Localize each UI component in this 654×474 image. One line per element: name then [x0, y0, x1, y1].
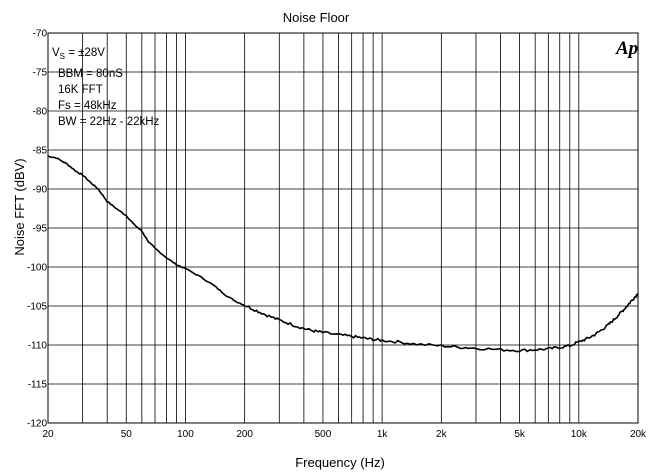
x-tick-label: 2k: [436, 429, 448, 440]
x-tick-label: 10k: [571, 429, 588, 440]
annotation-fs: Fs = 48kHz: [58, 100, 117, 112]
chart-title: Noise Floor: [283, 10, 350, 25]
series-layer: [47, 155, 639, 353]
y-tick-label: -110: [28, 341, 48, 352]
ap-logo: Ap: [615, 38, 638, 59]
x-tick-label: 5k: [514, 429, 526, 440]
y-axis-label: Noise FFT (dBV): [12, 158, 27, 255]
y-tick-labels: -70 -75 -80 -85 -90 -95 -100 -105 -110 -115 -120: [27, 29, 47, 430]
annotation-vs: VS = ±28V: [52, 47, 105, 61]
x-tick-label: 1k: [377, 429, 389, 440]
grid: [48, 33, 638, 423]
x-tick-label: 500: [315, 429, 332, 440]
x-tick-label: 20: [42, 429, 54, 440]
x-axis-label: Frequency (Hz): [295, 455, 385, 470]
y-tick-label: -115: [28, 380, 48, 391]
annotation-box: VS = ±28V BBM = 80nS 16K FFT Fs = 48kHz …: [52, 47, 160, 128]
annotation-bbm: BBM = 80nS: [58, 68, 123, 80]
y-tick-label: -90: [33, 185, 48, 196]
y-tick-label: -95: [33, 224, 48, 235]
x-tick-label: 100: [177, 429, 194, 440]
y-tick-label: -105: [27, 302, 47, 313]
x-tick-labels: 20 50 100 200 500 1k 2k 5k 10k 20k: [42, 429, 647, 440]
x-tick-label: 200: [236, 429, 253, 440]
series-line: [47, 155, 639, 353]
y-tick-label: -70: [33, 29, 48, 40]
y-tick-label: -85: [33, 146, 48, 157]
x-tick-label: 50: [121, 429, 133, 440]
plot-frame: [47, 32, 639, 424]
y-tick-label: -80: [33, 107, 48, 118]
annotation-bw: BW = 22Hz - 22kHz: [58, 116, 160, 128]
y-tick-label: -120: [27, 419, 47, 430]
annotation-fft: 16K FFT: [58, 84, 103, 96]
x-tick-label: 20k: [630, 429, 647, 440]
y-tick-label: -75: [33, 68, 48, 79]
y-tick-label: -100: [27, 263, 47, 274]
